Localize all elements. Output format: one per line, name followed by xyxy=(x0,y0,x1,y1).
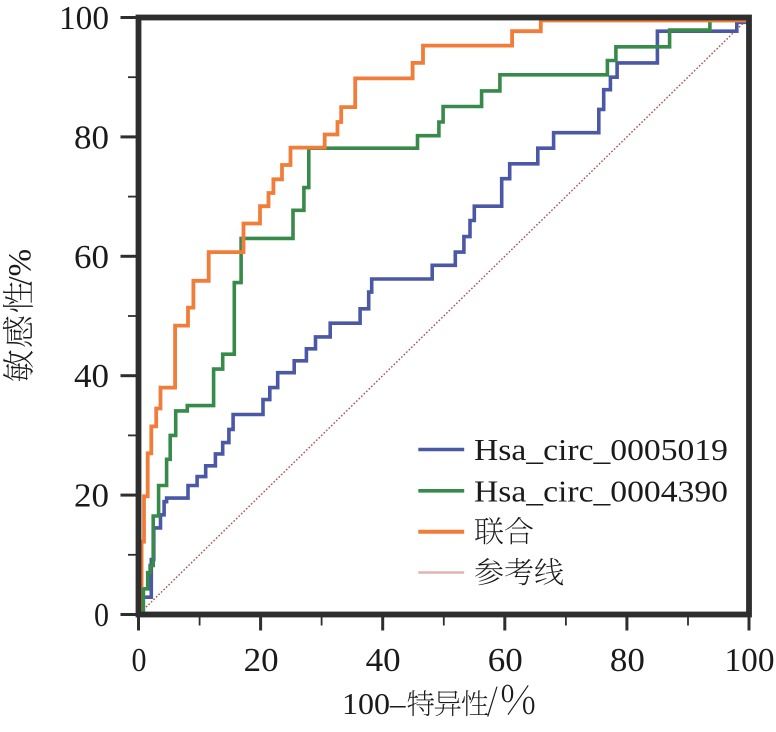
svg-text:/%: /% xyxy=(3,249,39,286)
svg-text:0: 0 xyxy=(132,642,147,679)
svg-text:0: 0 xyxy=(94,597,109,634)
svg-text:100: 100 xyxy=(342,686,390,721)
svg-text:80: 80 xyxy=(74,119,109,156)
svg-text:20: 20 xyxy=(74,478,109,515)
svg-text:100: 100 xyxy=(59,0,109,37)
svg-text:Hsa_circ_0005019: Hsa_circ_0005019 xyxy=(474,432,728,467)
svg-text:80: 80 xyxy=(610,642,645,679)
svg-text:20: 20 xyxy=(244,642,279,679)
svg-text:Hsa_circ_0004390: Hsa_circ_0004390 xyxy=(474,473,728,508)
svg-text:40: 40 xyxy=(74,358,109,395)
svg-text:60: 60 xyxy=(488,642,523,679)
svg-text:–: – xyxy=(389,686,406,721)
svg-text:40: 40 xyxy=(366,642,401,679)
svg-text:100: 100 xyxy=(725,642,775,679)
svg-text:60: 60 xyxy=(74,239,109,276)
